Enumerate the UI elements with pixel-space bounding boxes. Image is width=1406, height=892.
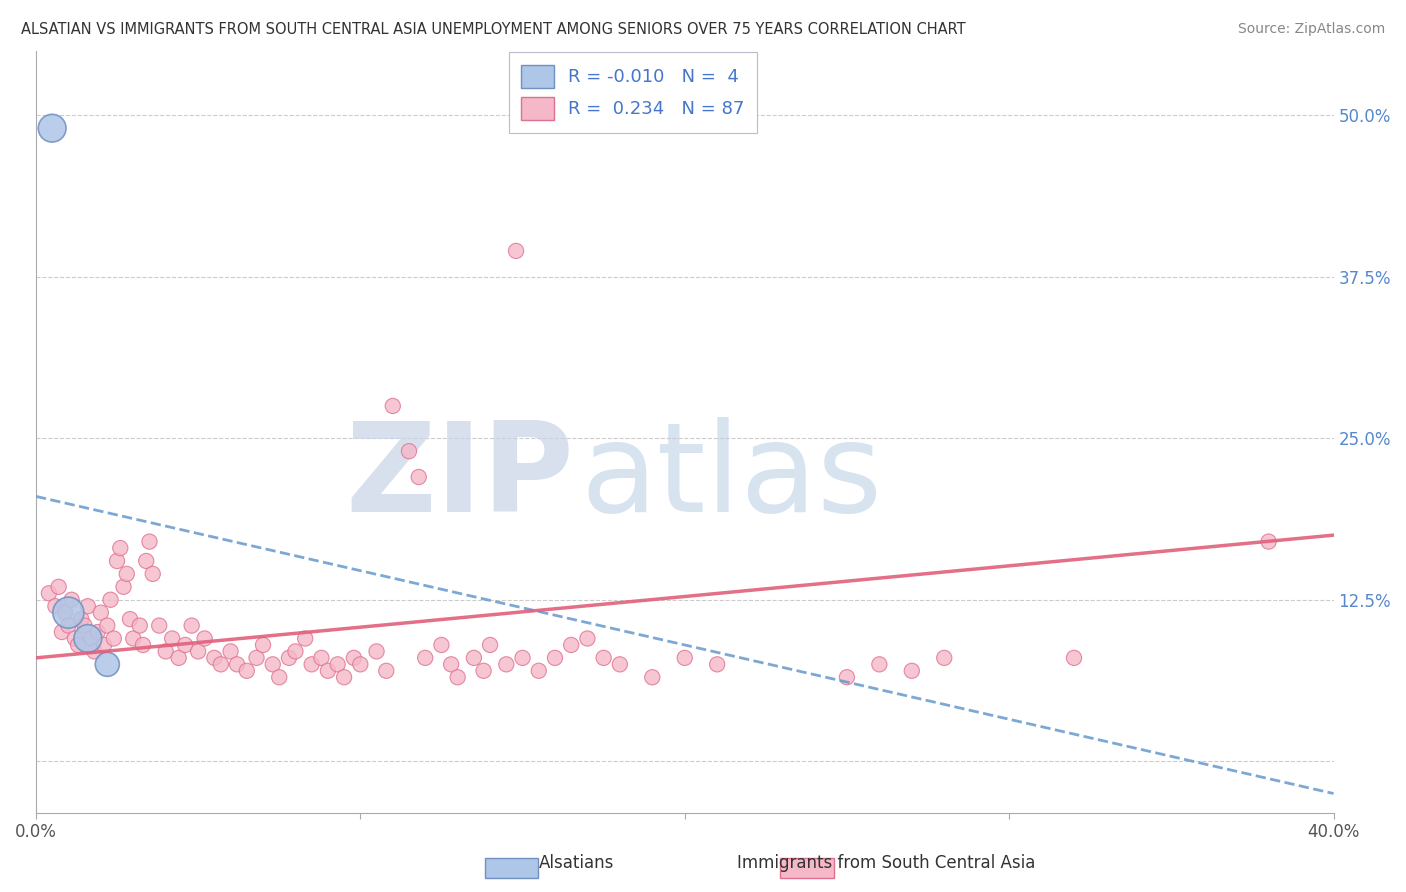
Point <box>103 632 125 646</box>
Point <box>505 244 527 258</box>
Point <box>53 606 76 620</box>
Point <box>901 664 924 678</box>
Point <box>148 618 170 632</box>
Point <box>472 664 495 678</box>
Point <box>105 554 128 568</box>
Point <box>269 670 291 684</box>
Point <box>41 121 63 136</box>
Point <box>252 638 274 652</box>
Point <box>236 664 259 678</box>
Point <box>155 644 177 658</box>
Point <box>76 599 98 614</box>
Point <box>934 651 956 665</box>
Point <box>90 606 112 620</box>
Point <box>527 664 550 678</box>
Point <box>167 651 190 665</box>
Point <box>122 632 145 646</box>
Point <box>86 625 108 640</box>
Point <box>51 625 73 640</box>
Point <box>76 632 98 646</box>
Point <box>180 618 202 632</box>
Point <box>495 657 517 672</box>
Point <box>132 638 155 652</box>
Point <box>446 670 468 684</box>
Point <box>70 612 93 626</box>
Point <box>479 638 502 652</box>
Point <box>160 632 183 646</box>
Point <box>430 638 453 652</box>
Point <box>96 657 118 672</box>
Point <box>576 632 599 646</box>
Legend: R = -0.010   N =  4, R =  0.234   N = 87: R = -0.010 N = 4, R = 0.234 N = 87 <box>509 52 756 133</box>
Point <box>673 651 696 665</box>
Point <box>226 657 249 672</box>
Point <box>135 554 157 568</box>
Point <box>262 657 284 672</box>
Point <box>128 618 150 632</box>
Point <box>110 541 132 555</box>
Point <box>93 638 115 652</box>
Text: Alsatians: Alsatians <box>538 855 614 872</box>
Point <box>284 644 307 658</box>
Point <box>301 657 323 672</box>
Point <box>333 670 356 684</box>
Point <box>398 444 420 458</box>
Point <box>560 638 582 652</box>
Point <box>440 657 463 672</box>
Point <box>512 651 534 665</box>
Point <box>641 670 664 684</box>
Point <box>60 592 83 607</box>
Point <box>63 632 86 646</box>
Point <box>83 644 105 658</box>
Point <box>381 399 404 413</box>
Point <box>349 657 371 672</box>
Text: atlas: atlas <box>581 417 883 538</box>
Point <box>58 606 80 620</box>
Point <box>868 657 890 672</box>
Point <box>463 651 485 665</box>
Point <box>294 632 316 646</box>
Point <box>44 599 66 614</box>
Point <box>194 632 217 646</box>
Point <box>80 632 103 646</box>
Text: Source: ZipAtlas.com: Source: ZipAtlas.com <box>1237 22 1385 37</box>
Point <box>187 644 209 658</box>
Point <box>706 657 728 672</box>
Text: ZIP: ZIP <box>346 417 575 538</box>
Point <box>67 638 90 652</box>
Point <box>835 670 858 684</box>
Point <box>112 580 135 594</box>
Point <box>544 651 567 665</box>
Text: Immigrants from South Central Asia: Immigrants from South Central Asia <box>737 855 1035 872</box>
Point <box>1063 651 1085 665</box>
Point <box>375 664 398 678</box>
Point <box>115 566 138 581</box>
Point <box>73 618 96 632</box>
Point <box>142 566 165 581</box>
Point <box>326 657 349 672</box>
Point <box>48 580 70 594</box>
Point <box>316 664 339 678</box>
Point <box>96 618 118 632</box>
Point <box>366 644 388 658</box>
Text: ALSATIAN VS IMMIGRANTS FROM SOUTH CENTRAL ASIA UNEMPLOYMENT AMONG SENIORS OVER 7: ALSATIAN VS IMMIGRANTS FROM SOUTH CENTRA… <box>21 22 966 37</box>
Point <box>38 586 60 600</box>
Point <box>118 612 141 626</box>
Point <box>100 592 122 607</box>
Point <box>311 651 333 665</box>
Point <box>343 651 366 665</box>
Point <box>592 651 614 665</box>
Point <box>1257 534 1279 549</box>
Point <box>413 651 436 665</box>
Point <box>609 657 631 672</box>
Point <box>209 657 232 672</box>
Point <box>245 651 267 665</box>
Point <box>174 638 197 652</box>
Point <box>58 618 80 632</box>
Point <box>138 534 160 549</box>
Point <box>408 470 430 484</box>
Point <box>202 651 225 665</box>
Point <box>278 651 301 665</box>
Point <box>219 644 242 658</box>
